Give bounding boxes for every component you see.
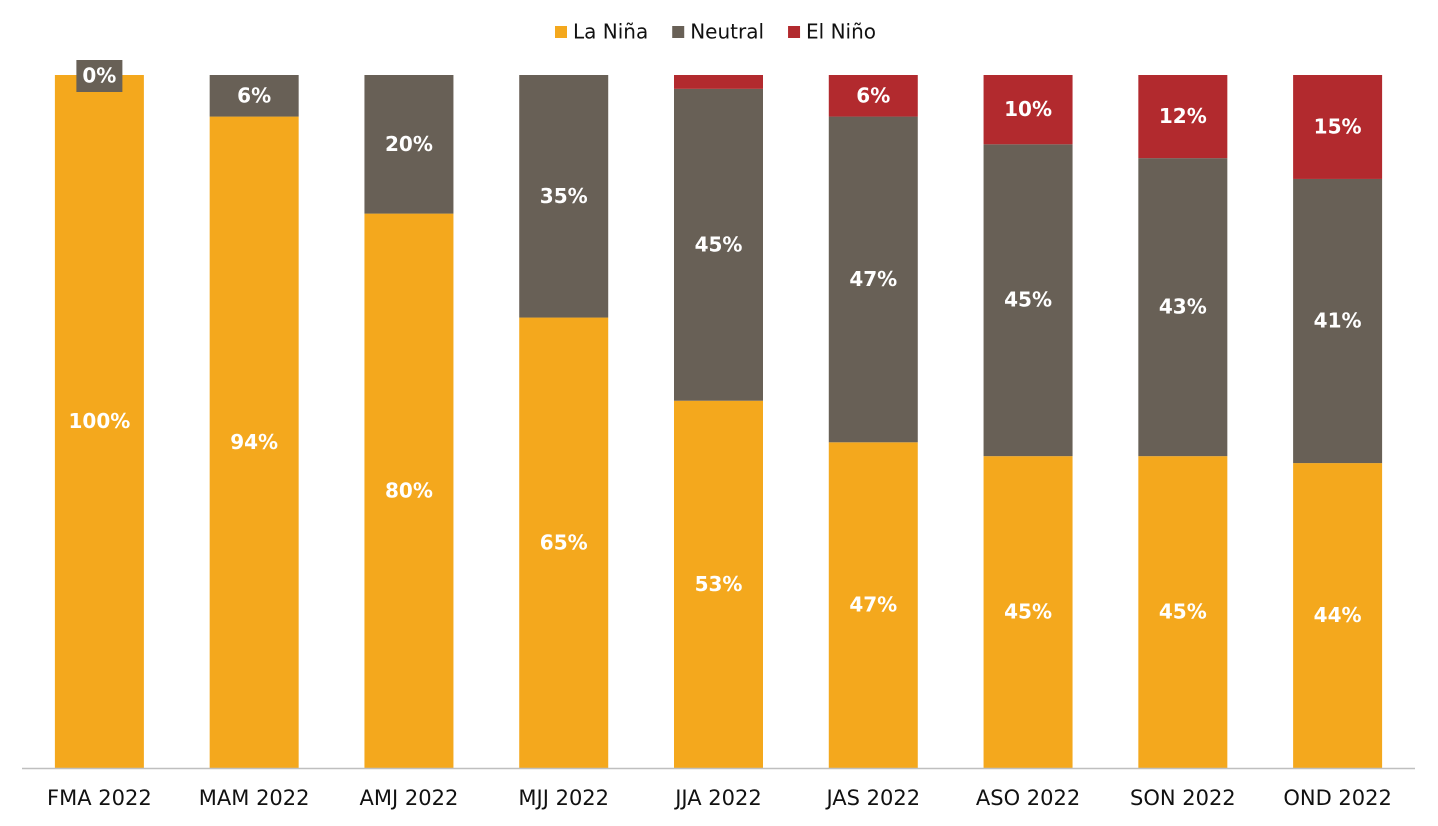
value-label: 44% (1314, 603, 1362, 627)
bar-segment (1293, 75, 1383, 179)
legend-swatch (788, 26, 801, 38)
legend-swatch (555, 26, 567, 38)
value-label: 47% (849, 593, 897, 617)
bar-segment (209, 75, 299, 117)
bar-segment (1293, 463, 1383, 768)
bar-segment (1293, 178, 1383, 464)
bar-segment (1138, 456, 1228, 768)
value-label: 53% (695, 572, 743, 596)
bar-segment (1138, 158, 1228, 457)
bar-segment (364, 75, 454, 214)
value-label: 0% (82, 64, 116, 88)
value-label: 100% (68, 409, 130, 433)
bar-segment (364, 213, 454, 769)
value-label: 94% (230, 430, 278, 454)
value-label: 80% (385, 478, 433, 502)
legend-label: Neutral (690, 20, 764, 44)
bar-segment (519, 75, 609, 318)
x-tick-label: FMA 2022 (47, 786, 152, 810)
x-tick-label: MAM 2022 (199, 786, 310, 810)
bar-segment (209, 116, 299, 768)
bar-segment (519, 317, 609, 768)
value-label: 45% (1004, 600, 1052, 624)
value-label: 65% (540, 530, 588, 554)
x-tick-label: SON 2022 (1130, 786, 1236, 810)
value-label: 12% (1159, 104, 1207, 128)
value-label: 6% (237, 83, 271, 107)
legend-swatch (672, 26, 685, 38)
legend-label: La Niña (573, 20, 648, 44)
value-label: 15% (1314, 114, 1362, 138)
bar-segment (674, 88, 763, 401)
x-tick-label: JAS 2022 (824, 786, 920, 810)
bar-segment (1138, 75, 1228, 159)
legend-label: El Niño (806, 20, 876, 44)
x-tick-label: AMJ 2022 (360, 786, 459, 810)
value-label: 6% (856, 83, 890, 107)
value-label: 35% (540, 184, 588, 208)
value-label: 10% (1004, 97, 1052, 121)
value-label: 47% (849, 267, 897, 291)
value-label: 41% (1314, 309, 1362, 333)
x-tick-label: MJJ 2022 (518, 786, 609, 810)
value-label: 43% (1159, 295, 1207, 319)
bar-segment (983, 144, 1073, 457)
bar-segment (54, 75, 144, 768)
value-label: 45% (1159, 600, 1207, 624)
bar-segment (983, 456, 1073, 768)
x-tick-label: OND 2022 (1283, 786, 1392, 810)
bar-segment (983, 75, 1073, 145)
value-label: 45% (1004, 288, 1052, 312)
value-label: 20% (385, 132, 433, 156)
bar-segment (828, 75, 918, 117)
value-label: 45% (695, 232, 743, 256)
bar-segment (828, 442, 918, 768)
label-box (76, 60, 123, 92)
bar-segment (674, 400, 763, 768)
x-tick-label: JJA 2022 (673, 786, 762, 810)
bar-segment (828, 116, 918, 443)
bar-segment (674, 75, 763, 89)
x-tick-label: ASO 2022 (976, 786, 1080, 810)
